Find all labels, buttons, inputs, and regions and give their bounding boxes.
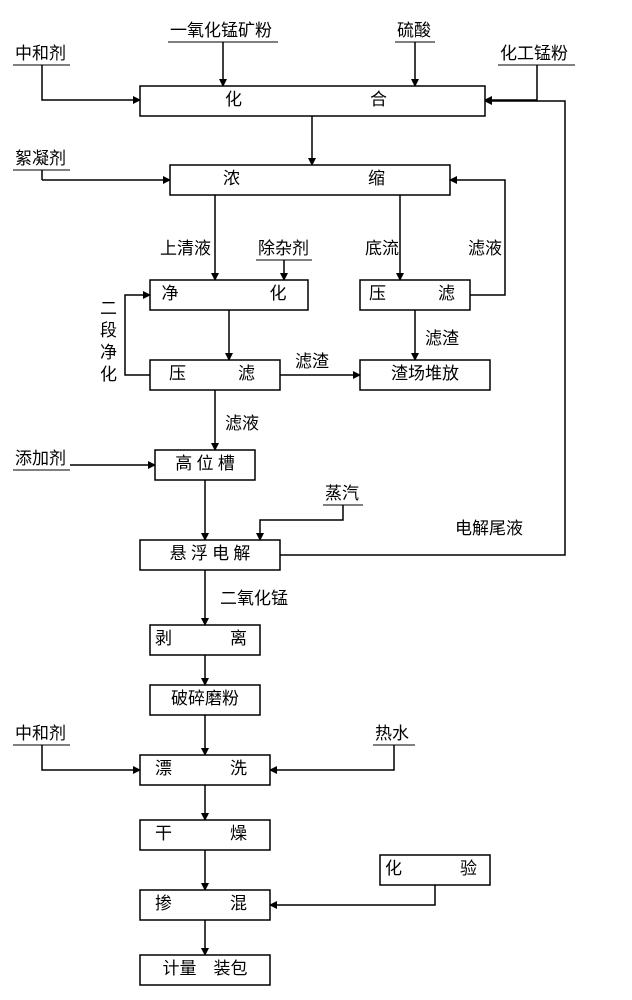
label-residue-left: 滤渣 — [295, 352, 329, 371]
label-two-stage-4: 化 — [100, 365, 117, 384]
box-dry-text: 干 燥 — [155, 824, 255, 843]
label-filtrate-right: 滤液 — [468, 239, 502, 258]
label-two-stage-3: 净 — [100, 343, 117, 362]
input-neutralizer-top: 中和剂 — [15, 44, 66, 63]
input-chem-mn: 化工锰粉 — [500, 44, 568, 63]
box-combine-text: 化 合 — [225, 90, 399, 109]
box-assay-text: 化 验 — [385, 859, 485, 878]
box-grind-text: 破碎磨粉 — [171, 689, 239, 708]
label-tail-liquor: 电解尾液 — [455, 519, 523, 538]
input-steam: 蒸汽 — [325, 484, 359, 503]
box-purify-text: 净 化 — [162, 284, 297, 303]
input-neutralizer-bottom: 中和剂 — [15, 724, 66, 743]
box-press-right-text: 压 滤 — [369, 284, 461, 303]
box-strip-text: 剥 离 — [155, 629, 255, 648]
box-thicken-text: 浓 缩 — [223, 169, 397, 188]
box-rinse-text: 漂 洗 — [155, 759, 255, 778]
input-mno-powder: 一氧化锰矿粉 — [170, 21, 272, 40]
box-hightank-text: 高 位 槽 — [175, 454, 235, 473]
input-hot-water: 热水 — [375, 724, 409, 743]
box-slagpile-text: 渣场堆放 — [391, 364, 459, 383]
box-electrolysis-text: 悬 浮 电 解 — [170, 544, 251, 563]
label-underflow: 底流 — [365, 239, 399, 258]
input-flocculant: 絮凝剂 — [15, 149, 66, 168]
label-supernatant: 上清液 — [160, 239, 211, 258]
box-press-left-text: 压 滤 — [169, 364, 261, 383]
label-two-stage-1: 二 — [100, 299, 117, 318]
input-additive: 添加剂 — [15, 449, 66, 468]
input-impurity-rem: 除杂剂 — [258, 239, 309, 258]
box-blend-text: 掺 混 — [155, 894, 255, 913]
label-residue-right: 滤渣 — [425, 329, 459, 348]
input-h2so4: 硫酸 — [397, 21, 431, 40]
label-mno2: 二氧化锰 — [220, 589, 288, 608]
label-filtrate-left: 滤液 — [225, 414, 259, 433]
box-pack-text: 计量 装包 — [163, 959, 248, 978]
label-two-stage-2: 段 — [100, 321, 117, 340]
